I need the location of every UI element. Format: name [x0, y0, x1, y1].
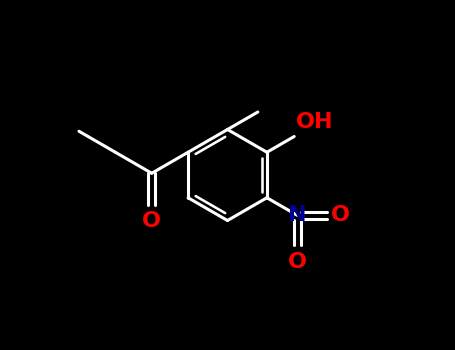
Text: O: O: [330, 205, 349, 225]
Text: O: O: [142, 211, 161, 231]
Text: O: O: [288, 252, 307, 272]
Text: OH: OH: [296, 112, 334, 132]
Text: N: N: [288, 205, 307, 225]
